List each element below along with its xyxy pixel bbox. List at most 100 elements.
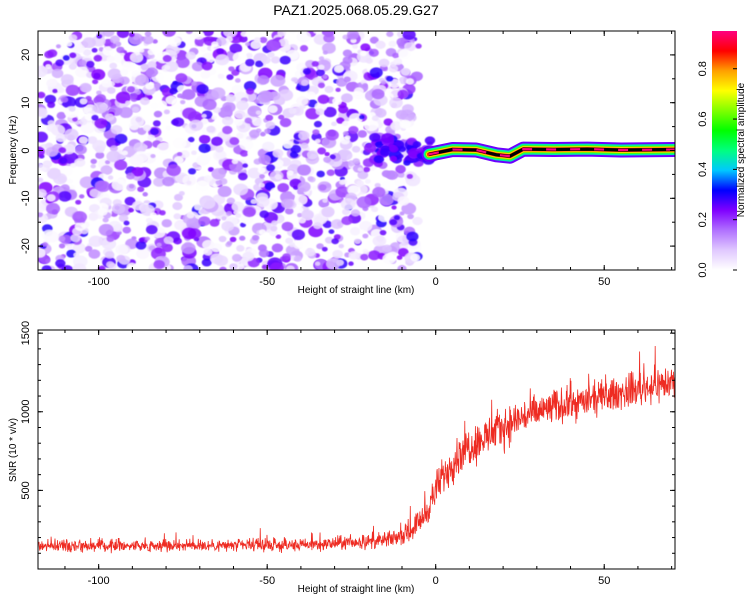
spectrogram-cell <box>397 89 409 99</box>
spectrogram-cell <box>353 238 362 245</box>
spectrogram-cell <box>291 229 306 241</box>
spectrogram-cell <box>243 81 257 92</box>
spectrogram-cell <box>328 229 335 235</box>
spectrogram-cell <box>386 251 399 261</box>
spectrogram-cell <box>388 87 401 98</box>
spectrogram-cell <box>380 80 387 85</box>
colorbar-label: Normalized spectral amplitude <box>736 82 747 217</box>
spectrogram-cell <box>390 121 402 131</box>
spectrogram-cell <box>277 183 290 193</box>
spectrogram-cell <box>381 179 395 190</box>
spectrogram-cell <box>389 97 403 109</box>
spectrogram-cell <box>60 96 69 103</box>
spectrogram-cell <box>315 108 325 116</box>
spectrogram-cell <box>202 31 214 37</box>
spectrogram-cell <box>362 206 369 212</box>
spectrogram-cell <box>348 113 363 125</box>
spectrogram-cell <box>142 192 148 197</box>
spectrogram-cell <box>336 117 345 124</box>
spectrogram-cell <box>364 143 377 153</box>
spectrogram-cell <box>91 47 98 53</box>
spectrogram-cell <box>256 196 270 208</box>
spectrogram-cell <box>369 36 379 44</box>
spectrogram-cell <box>81 66 87 71</box>
spectrogram-cell <box>226 74 234 81</box>
spectrogram-cell <box>257 167 266 174</box>
spectrogram-cell <box>195 180 210 192</box>
spectrogram-cell <box>209 218 220 227</box>
spectrogram-cell <box>106 55 115 63</box>
spectrogram-cell <box>179 150 190 159</box>
spectrogram-cell <box>281 221 294 232</box>
spectrogram-cell <box>311 61 319 67</box>
snr-x-label: Height of straight line (km) <box>298 584 415 595</box>
colorbar-tick-label: 0.6 <box>697 111 709 126</box>
spectrogram-cell <box>369 133 381 142</box>
spectrogram-cell <box>96 90 102 95</box>
spectrogram-cell <box>342 131 349 136</box>
spectrogram-cell <box>266 39 281 52</box>
spectrogram-cell <box>321 246 328 252</box>
spectrogram-cell <box>146 61 157 70</box>
spectrogram-cell <box>325 258 341 270</box>
spectrogram-cell <box>69 52 77 59</box>
spectrogram-cell <box>293 255 302 262</box>
spectrogram-cell <box>115 91 131 104</box>
spectrogram-cell <box>338 243 345 249</box>
spectrogram-cell <box>201 61 213 71</box>
spectrogram-cell <box>125 100 131 105</box>
spectrogram-cell <box>270 225 278 232</box>
spectrogram-cell <box>51 68 64 79</box>
spectrogram-cell <box>152 120 161 127</box>
spectrogram-cell <box>229 236 237 243</box>
spectrogram-cell <box>203 248 213 256</box>
spectrogram-cell <box>374 141 384 148</box>
spectrogram-cell <box>226 240 233 246</box>
spectrogram-cell <box>162 176 175 187</box>
spectrogram-cell <box>38 65 48 78</box>
spectrogram-cell <box>133 142 147 153</box>
spectrogram-cell <box>111 178 127 191</box>
spectrogram-cell <box>191 61 204 72</box>
spectrogram-cell <box>375 40 386 49</box>
x-tick-label: 50 <box>598 575 610 587</box>
spectrogram-cell <box>159 210 166 216</box>
y-tick-label: 0 <box>20 147 32 153</box>
spectrogram-cell <box>181 242 196 255</box>
spectrogram-cell <box>140 63 149 71</box>
spectrogram-cell <box>364 179 371 184</box>
spectrogram-cell <box>191 81 197 86</box>
spectrogram-cell <box>279 117 292 128</box>
snr-y-ticks: 1500 1000 500 <box>20 321 675 570</box>
spectrogram-cell <box>82 37 96 49</box>
spectrogram-cell <box>120 69 129 76</box>
spectrogram-cell <box>44 231 59 243</box>
spectrogram-cell <box>242 163 248 168</box>
spectrogram-cell <box>153 259 165 270</box>
spectrogram-cell <box>168 36 182 47</box>
spectrogram-cell <box>38 177 44 183</box>
spectrogram-cell <box>353 87 364 96</box>
spectrogram-cell <box>373 155 385 164</box>
spectrogram-cell <box>128 207 135 213</box>
spectrogram-cell <box>100 165 113 175</box>
spectrogram-cell <box>277 31 287 37</box>
spectrogram-cell <box>102 31 115 37</box>
spectrogram-cell <box>150 154 156 159</box>
spectrogram-cell <box>135 240 147 250</box>
spectrogram-cell <box>369 67 383 78</box>
x-tick-label: 50 <box>598 276 610 288</box>
spectrogram-cell <box>249 129 260 139</box>
spectrogram-cell <box>181 227 197 240</box>
spectrogram-cell <box>323 156 332 163</box>
spectrogram-cell <box>162 31 176 37</box>
spectrogram-cell <box>269 229 278 237</box>
spectrogram-cell <box>348 261 354 266</box>
spectrogram-cell <box>79 176 95 189</box>
spectrogram-cell <box>129 154 144 166</box>
spectrogram-cell <box>391 205 397 210</box>
spectrogram-cell <box>183 265 193 270</box>
spectrogram-cell <box>356 196 372 209</box>
spectrogram-cell <box>342 56 353 65</box>
y-tick-label: 1500 <box>20 321 32 345</box>
